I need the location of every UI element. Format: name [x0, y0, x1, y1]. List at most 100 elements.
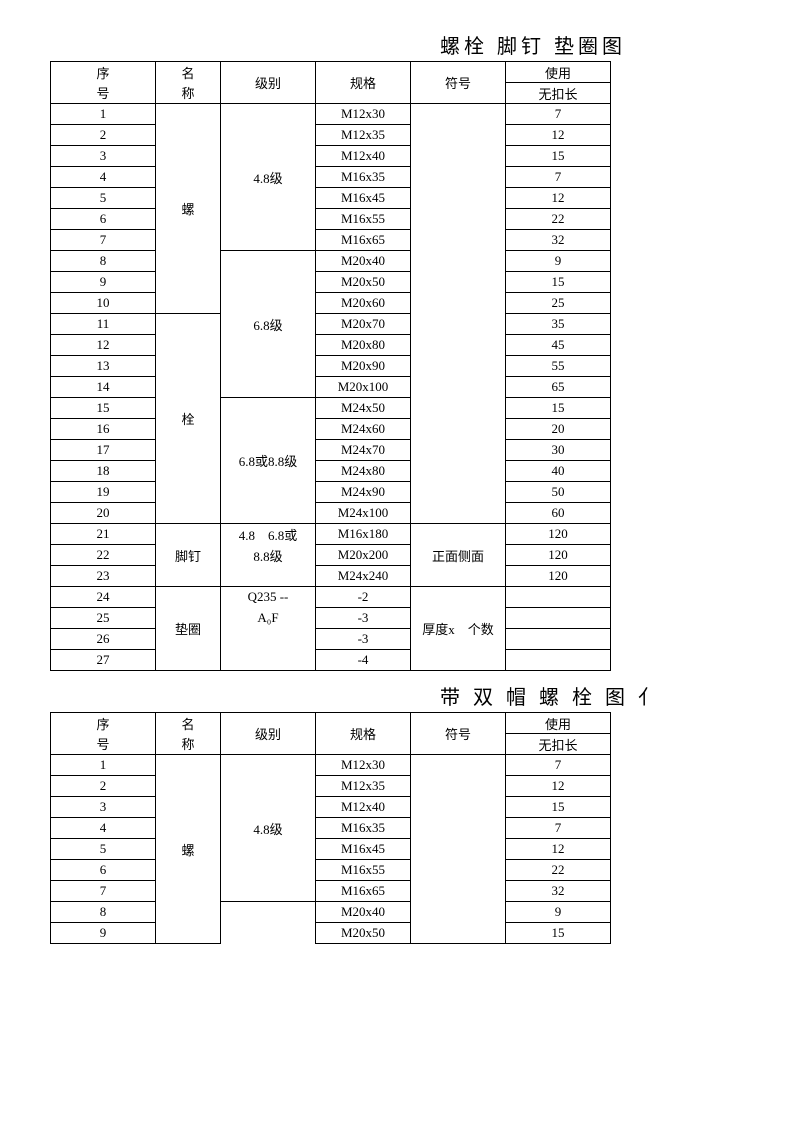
table-row: 3M12x4015: [51, 146, 611, 167]
cell-symbol-empty: [411, 755, 506, 944]
table-row: 16M24x6020: [51, 419, 611, 440]
hdr-symbol: 符号: [411, 713, 506, 755]
hdr-name: 名: [156, 713, 221, 734]
cell-spec: M20x50: [316, 923, 411, 944]
cell-spec: M12x30: [316, 104, 411, 125]
table-row: 8 M20x40 9: [51, 902, 611, 923]
table-row: 4M16x357: [51, 818, 611, 839]
cell-spec: M16x45: [316, 839, 411, 860]
cell-wkc: 40: [506, 461, 611, 482]
cell-seq: 26: [51, 629, 156, 650]
cell-spec: M12x40: [316, 146, 411, 167]
cell-grade-48: 4.8级: [221, 104, 316, 251]
cell-spec: M12x35: [316, 125, 411, 146]
cell-wkc: 22: [506, 209, 611, 230]
table-row: 7M16x6532: [51, 230, 611, 251]
cell-spec: M24x60: [316, 419, 411, 440]
cell-grade-486888a: 4.8 6.8或: [221, 524, 316, 545]
cell-grade-empty: [221, 902, 316, 944]
table-2: 序 名 级别 规格 符号 使用 号 称 无扣长 1 螺 4.8级 M12x30 …: [50, 712, 611, 944]
table-row: 26 -3: [51, 629, 611, 650]
table-row: 5M16x4512: [51, 188, 611, 209]
cell-seq: 12: [51, 335, 156, 356]
cell-spec: M24x90: [316, 482, 411, 503]
cell-spec: M16x45: [316, 188, 411, 209]
hdr-use: 使用: [506, 713, 611, 734]
cell-seq: 2: [51, 776, 156, 797]
cell-seq: 1: [51, 755, 156, 776]
cell-wkc: 9: [506, 902, 611, 923]
cell-wkc: 12: [506, 776, 611, 797]
hdr-grade: 级别: [221, 62, 316, 104]
cell-grade-6888: 6.8或8.8级: [221, 398, 316, 524]
cell-wkc: 32: [506, 881, 611, 902]
cell-spec: M24x240: [316, 566, 411, 587]
cell-seq: 7: [51, 230, 156, 251]
cell-wkc: 15: [506, 398, 611, 419]
cell-spec: M20x60: [316, 293, 411, 314]
cell-seq: 7: [51, 881, 156, 902]
cell-spec: -2: [316, 587, 411, 608]
table-row: 14M20x10065: [51, 377, 611, 398]
cell-spec: M20x90: [316, 356, 411, 377]
cell-grade-q235b: A₀F: [221, 608, 316, 629]
cell-wkc: 22: [506, 860, 611, 881]
cell-grade-48: 4.8级: [221, 755, 316, 902]
table-row: 21 脚钉 4.8 6.8或 M16x180 正面侧面 120: [51, 524, 611, 545]
table-row: 6 M16x55 22: [51, 860, 611, 881]
cell-grade-empty: [221, 566, 316, 587]
cell-spec: M16x35: [316, 818, 411, 839]
table-1: 序 名 级别 规格 符号 使用 号 称 无扣长 1 螺 4.8级 M12x30 …: [50, 61, 611, 671]
cell-wkc: [506, 587, 611, 608]
cell-wkc: [506, 608, 611, 629]
cell-spec: -3: [316, 629, 411, 650]
cell-spec: M16x55: [316, 860, 411, 881]
cell-symbol-thickness: 厚度x 个数: [411, 587, 506, 671]
table-row: 19M24x9050: [51, 482, 611, 503]
hdr-seq2: 号: [51, 734, 156, 755]
hdr-name: 名: [156, 62, 221, 83]
table-row: 11 栓 M20x70 35: [51, 314, 611, 335]
cell-spec: M12x30: [316, 755, 411, 776]
table-row: 3M12x4015: [51, 797, 611, 818]
cell-spec: M20x200: [316, 545, 411, 566]
cell-seq: 4: [51, 167, 156, 188]
cell-seq: 5: [51, 188, 156, 209]
hdr-spec: 规格: [316, 713, 411, 755]
cell-seq: 8: [51, 902, 156, 923]
cell-spec: M24x100: [316, 503, 411, 524]
cell-name-shuan: 栓: [156, 314, 221, 524]
page-title-2: 带 双 帽 螺 栓 图 亻: [40, 681, 793, 710]
cell-seq: 6: [51, 209, 156, 230]
hdr-wkc: 无扣长: [506, 734, 611, 755]
cell-spec: M20x100: [316, 377, 411, 398]
cell-spec: M16x180: [316, 524, 411, 545]
cell-seq: 17: [51, 440, 156, 461]
cell-wkc: 7: [506, 755, 611, 776]
cell-seq: 4: [51, 818, 156, 839]
cell-spec: M16x35: [316, 167, 411, 188]
cell-spec: M20x70: [316, 314, 411, 335]
cell-wkc: 30: [506, 440, 611, 461]
cell-wkc: 7: [506, 104, 611, 125]
table-row: 1 螺 4.8级 M12x30 7: [51, 755, 611, 776]
cell-name-luo: 螺: [156, 755, 221, 944]
cell-wkc: 12: [506, 125, 611, 146]
table-row: 8 6.8级 M20x40 9: [51, 251, 611, 272]
cell-seq: 11: [51, 314, 156, 335]
cell-grade-486888b: 8.8级: [221, 545, 316, 566]
table-row: 22 8.8级 M20x200 120: [51, 545, 611, 566]
cell-wkc: 35: [506, 314, 611, 335]
cell-spec: -4: [316, 650, 411, 671]
cell-grade-q235a: Q235 --: [221, 587, 316, 608]
table-row: 6M16x5522: [51, 209, 611, 230]
cell-wkc: 65: [506, 377, 611, 398]
table-row: 9M20x5015: [51, 272, 611, 293]
table-row: 9M20x5015: [51, 923, 611, 944]
cell-wkc: 45: [506, 335, 611, 356]
cell-seq: 20: [51, 503, 156, 524]
cell-seq: 3: [51, 797, 156, 818]
cell-seq: 6: [51, 860, 156, 881]
cell-spec: M20x80: [316, 335, 411, 356]
cell-wkc: 12: [506, 839, 611, 860]
